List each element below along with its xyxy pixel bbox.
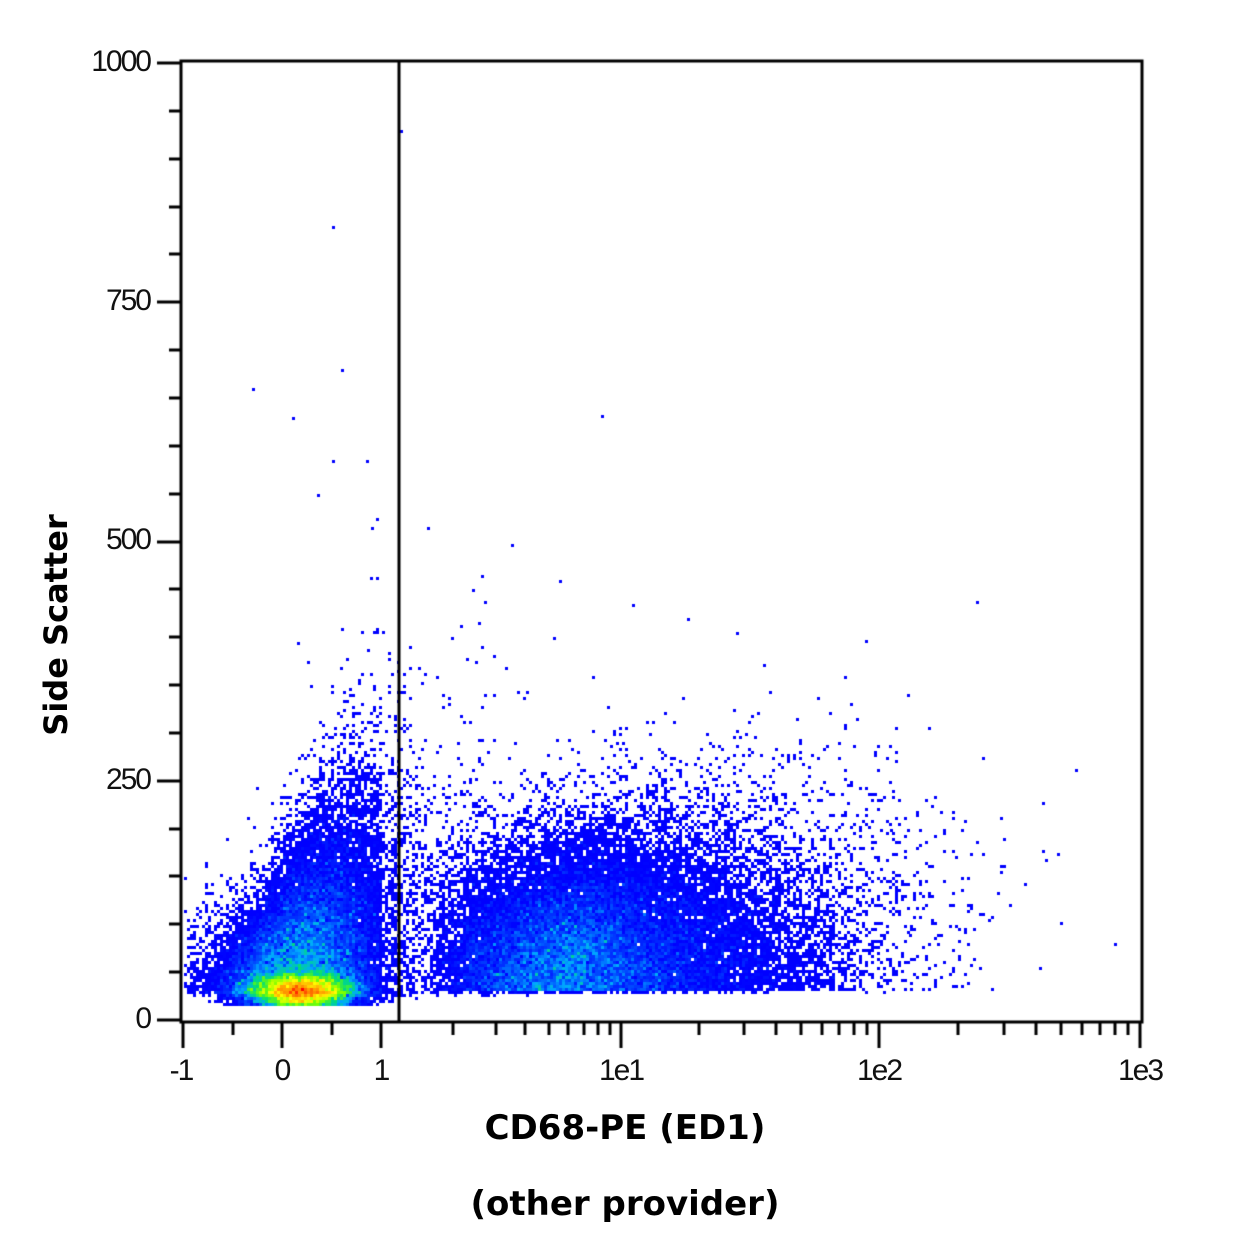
x-axis-title: CD68-PE (ED1): [484, 1108, 766, 1148]
x-tick-label-1: 1: [373, 1054, 391, 1087]
x-tick-label-1e3: 1e3: [1117, 1054, 1164, 1087]
y-tick-label-0: 0: [135, 1002, 152, 1035]
x-tick-label-0: 0: [274, 1054, 292, 1087]
x-tick-label-neg1: -1: [169, 1054, 195, 1087]
y-axis-title: Side Scatter: [37, 514, 75, 736]
x-tick-label-1e2: 1e2: [856, 1054, 903, 1087]
x-tick-label-1e1: 1e1: [598, 1054, 645, 1087]
y-tick-label-500: 500: [105, 523, 152, 556]
y-tick-label-250: 250: [105, 763, 152, 796]
x-axis-subtitle: (other provider): [470, 1184, 780, 1224]
y-tick-label-750: 750: [105, 284, 152, 317]
y-tick-label-1000: 1000: [91, 45, 152, 78]
